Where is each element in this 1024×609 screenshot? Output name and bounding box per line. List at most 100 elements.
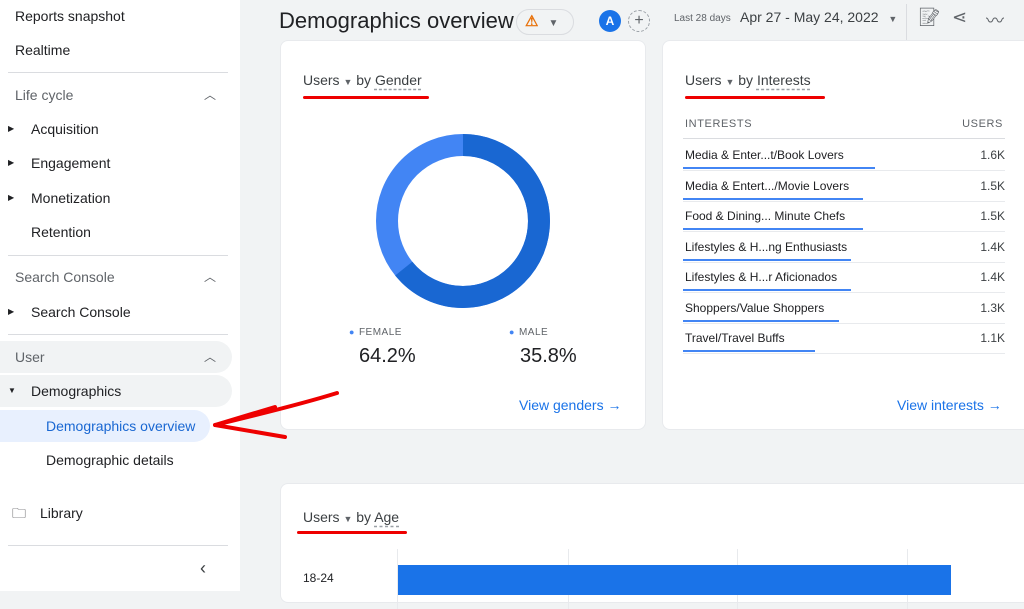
interest-bar — [683, 289, 851, 291]
section-label: Life cycle — [15, 87, 74, 103]
view-interests-link[interactable]: View interests → — [897, 397, 1002, 413]
column-header-users: USERS — [962, 118, 1003, 130]
table-row[interactable]: Lifestyles & H...r Aficionados 1.4K — [683, 262, 1005, 293]
nav-label: Demographics — [31, 383, 122, 399]
annotation-underline — [303, 96, 429, 99]
gender-card: Users ▼ by Gender ● FEMALE 64.2% ● MALE 35… — [280, 40, 646, 430]
interest-name: Shoppers/Value Shoppers — [685, 300, 825, 315]
interest-name: Travel/Travel Buffs — [685, 331, 785, 345]
card-title[interactable]: Users ▼ by Gender — [303, 72, 422, 88]
interest-users: 1.3K — [980, 300, 1005, 315]
caret-right-icon: ▶ — [8, 193, 15, 202]
add-comparison-button[interactable]: + — [628, 10, 650, 32]
interest-users: 1.5K — [980, 209, 1005, 223]
interest-bar — [683, 258, 851, 261]
caret-right-icon: ▶ — [8, 158, 15, 167]
divider — [8, 545, 228, 546]
section-life-cycle[interactable]: Life cycle ︿ — [0, 79, 232, 111]
caret-right-icon: ▶ — [8, 124, 15, 133]
section-search-console[interactable]: Search Console ︿ — [0, 261, 232, 293]
section-label: Search Console — [15, 269, 115, 285]
divider — [8, 255, 228, 256]
female-value: 64.2% — [359, 345, 416, 367]
column-header-interests: INTERESTS — [685, 118, 753, 130]
nav-label: Library — [40, 505, 83, 521]
nav-label: Acquisition — [31, 121, 99, 137]
sidebar: Reports snapshot Realtime Life cycle ︿ ▶ A… — [0, 0, 240, 591]
interest-bar — [683, 350, 815, 352]
share-icon[interactable]: ⋖ — [952, 7, 968, 27]
interest-users: 1.1K — [980, 331, 1005, 345]
table-row[interactable]: Lifestyles & H...ng Enthusiasts 1.4K — [683, 232, 1005, 263]
section-label: User — [15, 349, 45, 365]
interest-name: Lifestyles & H...r Aficionados — [685, 270, 838, 284]
caret-right-icon: ▶ — [8, 307, 15, 316]
warning-button[interactable]: ⚠ ▼ — [516, 9, 574, 35]
section-user[interactable]: User ︿ — [0, 341, 232, 373]
date-range: Apr 27 - May 24, 2022 — [740, 9, 879, 25]
annotation-underline — [685, 96, 825, 99]
card-title[interactable]: Users ▼ by Age — [303, 509, 400, 525]
gender-donut — [376, 134, 550, 308]
dropdown-icon: ▼ — [548, 18, 559, 29]
male-value: 35.8% — [520, 345, 577, 367]
date-range-picker[interactable]: Apr 27 - May 24, 2022 ▼ — [740, 9, 897, 25]
nav-retention[interactable]: Retention — [31, 224, 91, 240]
insights-icon[interactable]: 〰 — [986, 11, 1004, 31]
annotation-arrow — [213, 391, 339, 439]
card-title[interactable]: Users ▼ by Interests — [685, 72, 811, 88]
interest-bar — [683, 167, 875, 169]
age-label: 18-24 — [303, 571, 334, 585]
annotation-underline — [297, 531, 407, 534]
interest-bar — [683, 228, 863, 230]
nav-library[interactable]: 🗀 Library — [0, 497, 232, 529]
male-legend: ● MALE — [509, 327, 549, 338]
avatar[interactable]: A — [599, 10, 621, 32]
nav-demographics-overview[interactable]: Demographics overview — [0, 410, 210, 442]
interest-users: 1.4K — [980, 239, 1005, 254]
nav-search-console[interactable]: ▶ Search Console — [0, 296, 232, 328]
page-title: Demographics overview — [279, 8, 514, 33]
caret-down-icon: ▼ — [8, 386, 16, 395]
table-row[interactable]: Media & Enter...t/Book Lovers 1.6K — [683, 140, 1005, 171]
chevron-up-icon: ︿ — [203, 270, 216, 284]
customize-report-icon[interactable]: 📝︎ — [918, 7, 941, 27]
interest-name: Lifestyles & H...ng Enthusiasts — [685, 239, 848, 254]
chevron-up-icon: ︿ — [203, 350, 216, 364]
nav-monetization[interactable]: ▶ Monetization — [0, 182, 232, 214]
nav-label: Monetization — [31, 190, 111, 206]
interest-name: Food & Dining... Minute Chefs — [685, 209, 846, 223]
interest-users: 1.4K — [980, 270, 1005, 284]
table-row[interactable]: Media & Entert.../Movie Lovers 1.5K — [683, 171, 1005, 202]
interest-name: Media & Enter...t/Book Lovers — [685, 148, 844, 162]
collapse-chevron-icon[interactable]: ‹ — [200, 558, 206, 578]
table-row[interactable]: Food & Dining... Minute Chefs 1.5K — [683, 201, 1005, 232]
divider — [906, 4, 907, 40]
nav-label: Engagement — [31, 155, 111, 171]
nav-demographics[interactable]: ▼ Demographics — [0, 375, 232, 407]
divider — [8, 72, 228, 73]
chevron-up-icon: ︿ — [203, 88, 216, 102]
divider — [8, 334, 228, 335]
nav-reports-snapshot[interactable]: Reports snapshot — [15, 8, 125, 24]
header: Demographics overview ⚠ ▼ A + Last 28 day… — [240, 0, 1024, 44]
nav-engagement[interactable]: ▶ Engagement — [0, 147, 232, 179]
table-row[interactable]: Travel/Travel Buffs 1.1K — [683, 323, 1005, 354]
view-genders-link[interactable]: View genders → — [519, 397, 622, 413]
age-card: Users ▼ by Age 18-24 — [280, 483, 1024, 609]
nav-realtime[interactable]: Realtime — [15, 42, 71, 58]
arrow-right-icon: → — [607, 397, 622, 413]
gridline — [397, 549, 398, 609]
table-row[interactable]: Shoppers/Value Shoppers 1.3K — [683, 293, 1005, 324]
female-slice — [376, 134, 550, 308]
age-bar — [398, 565, 951, 595]
nav-demographic-details[interactable]: Demographic details — [46, 452, 174, 468]
date-range-label: Last 28 days — [670, 10, 735, 27]
interest-users: 1.6K — [980, 148, 1005, 162]
interest-bar — [683, 197, 863, 200]
interest-users: 1.5K — [980, 178, 1005, 193]
folder-icon: 🗀 — [12, 505, 26, 521]
nav-acquisition[interactable]: ▶ Acquisition — [0, 113, 232, 145]
warning-icon: ⚠ — [525, 13, 539, 30]
interests-card: Users ▼ by Interests INTERESTS USERS Med… — [662, 40, 1024, 430]
